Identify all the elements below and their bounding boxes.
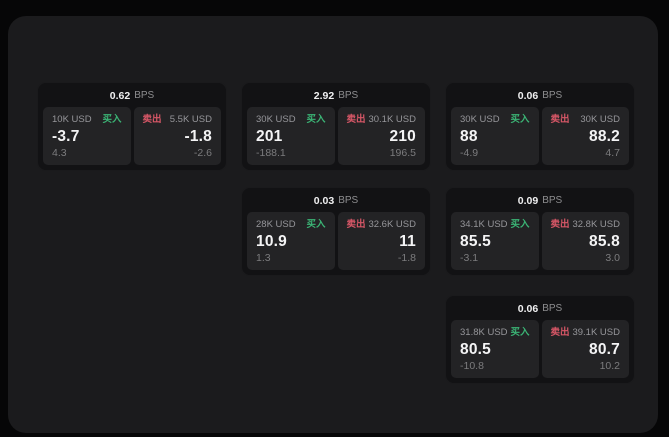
quote-card: 0.62 BPS 10K USD 买入 -3.7 4.3 卖出 5.5K USD…: [37, 82, 227, 171]
quote-card: 0.03 BPS 28K USD 买入 10.9 1.3 卖出 32.6K US…: [241, 187, 431, 276]
buy-sub-value: 1.3: [256, 252, 271, 264]
sell-tag: 卖出: [346, 219, 366, 230]
sell-tile[interactable]: 卖出 32.6K USD 11 -1.8: [337, 212, 425, 270]
buy-tile[interactable]: 30K USD 买入 88 -4.9: [451, 107, 539, 165]
buy-sub-value: -4.9: [460, 147, 479, 159]
buy-sub-value: 4.3: [52, 147, 67, 159]
buy-tile[interactable]: 10K USD 买入 -3.7 4.3: [43, 107, 131, 165]
sell-amount: 32.6K USD: [368, 219, 416, 230]
buy-tile[interactable]: 28K USD 买入 10.9 1.3: [247, 212, 335, 270]
buy-price: 85.5: [460, 232, 491, 250]
sell-price: 11: [399, 232, 416, 250]
sell-price: -1.8: [184, 127, 212, 145]
sell-price: 88.2: [589, 127, 620, 145]
sell-tag: 卖出: [550, 327, 570, 338]
bps-unit: BPS: [338, 195, 359, 206]
sell-sub-value: 3.0: [605, 252, 620, 264]
card-header: 0.06 BPS: [451, 87, 629, 104]
quote-card: 0.06 BPS 31.8K USD 买入 80.5 -10.8 卖出 39.1…: [445, 295, 635, 384]
sell-sub-value: -2.6: [193, 147, 212, 159]
buy-tag: 买入: [510, 327, 530, 338]
buy-tag: 买入: [306, 114, 326, 125]
bps-value: 0.62: [109, 89, 131, 102]
card-header: 2.92 BPS: [247, 87, 425, 104]
buy-amount: 31.8K USD: [460, 327, 508, 338]
buy-price: 201: [256, 127, 283, 145]
buy-tile[interactable]: 31.8K USD 买入 80.5 -10.8: [451, 320, 539, 378]
quotes-panel: 0.62 BPS 10K USD 买入 -3.7 4.3 卖出 5.5K USD…: [8, 16, 658, 433]
buy-tag: 买入: [510, 114, 530, 125]
bps-unit: BPS: [338, 90, 359, 101]
sell-sub-value: -1.8: [397, 252, 416, 264]
buy-sub-value: -188.1: [256, 147, 286, 159]
sell-price: 80.7: [589, 340, 620, 358]
buy-sub-value: -10.8: [460, 360, 484, 372]
bps-unit: BPS: [542, 195, 563, 206]
quote-card: 0.09 BPS 34.1K USD 买入 85.5 -3.1 卖出 32.8K…: [445, 187, 635, 276]
sell-tag: 卖出: [550, 219, 570, 230]
buy-sub-value: -3.1: [460, 252, 479, 264]
buy-tag: 买入: [306, 219, 326, 230]
sell-amount: 30K USD: [580, 114, 620, 125]
sell-price: 210: [389, 127, 416, 145]
bps-value: 0.06: [517, 302, 539, 315]
buy-tile[interactable]: 34.1K USD 买入 85.5 -3.1: [451, 212, 539, 270]
sell-tag: 卖出: [346, 114, 366, 125]
quote-card: 0.06 BPS 30K USD 买入 88 -4.9 卖出 30K USD 8…: [445, 82, 635, 171]
sell-amount: 39.1K USD: [572, 327, 620, 338]
bps-value: 0.03: [313, 194, 335, 207]
sell-amount: 32.8K USD: [572, 219, 620, 230]
sell-sub-value: 10.2: [599, 360, 620, 372]
sell-tile[interactable]: 卖出 30K USD 88.2 4.7: [541, 107, 629, 165]
quote-card: 2.92 BPS 30K USD 买入 201 -188.1 卖出 30.1K …: [241, 82, 431, 171]
card-header: 0.09 BPS: [451, 192, 629, 209]
sell-price: 85.8: [589, 232, 620, 250]
sell-amount: 5.5K USD: [169, 114, 212, 125]
bps-value: 0.09: [517, 194, 539, 207]
buy-price: 10.9: [256, 232, 287, 250]
buy-price: -3.7: [52, 127, 80, 145]
bps-value: 2.92: [313, 89, 335, 102]
bps-unit: BPS: [542, 90, 563, 101]
buy-price: 80.5: [460, 340, 491, 358]
sell-tile[interactable]: 卖出 39.1K USD 80.7 10.2: [541, 320, 629, 378]
sell-tile[interactable]: 卖出 5.5K USD -1.8 -2.6: [133, 107, 221, 165]
buy-amount: 10K USD: [52, 114, 92, 125]
bps-unit: BPS: [542, 303, 563, 314]
buy-amount: 30K USD: [256, 114, 296, 125]
buy-price: 88: [460, 127, 478, 145]
sell-sub-value: 4.7: [605, 147, 620, 159]
sell-sub-value: 196.5: [389, 147, 416, 159]
buy-tile[interactable]: 30K USD 买入 201 -188.1: [247, 107, 335, 165]
card-header: 0.62 BPS: [43, 87, 221, 104]
sell-amount: 30.1K USD: [368, 114, 416, 125]
buy-amount: 30K USD: [460, 114, 500, 125]
buy-amount: 28K USD: [256, 219, 296, 230]
sell-tile[interactable]: 卖出 30.1K USD 210 196.5: [337, 107, 425, 165]
buy-tag: 买入: [102, 114, 122, 125]
buy-tag: 买入: [510, 219, 530, 230]
bps-unit: BPS: [134, 90, 155, 101]
card-header: 0.03 BPS: [247, 192, 425, 209]
sell-tag: 卖出: [550, 114, 570, 125]
card-header: 0.06 BPS: [451, 300, 629, 317]
sell-tag: 卖出: [142, 114, 162, 125]
sell-tile[interactable]: 卖出 32.8K USD 85.8 3.0: [541, 212, 629, 270]
bps-value: 0.06: [517, 89, 539, 102]
buy-amount: 34.1K USD: [460, 219, 508, 230]
